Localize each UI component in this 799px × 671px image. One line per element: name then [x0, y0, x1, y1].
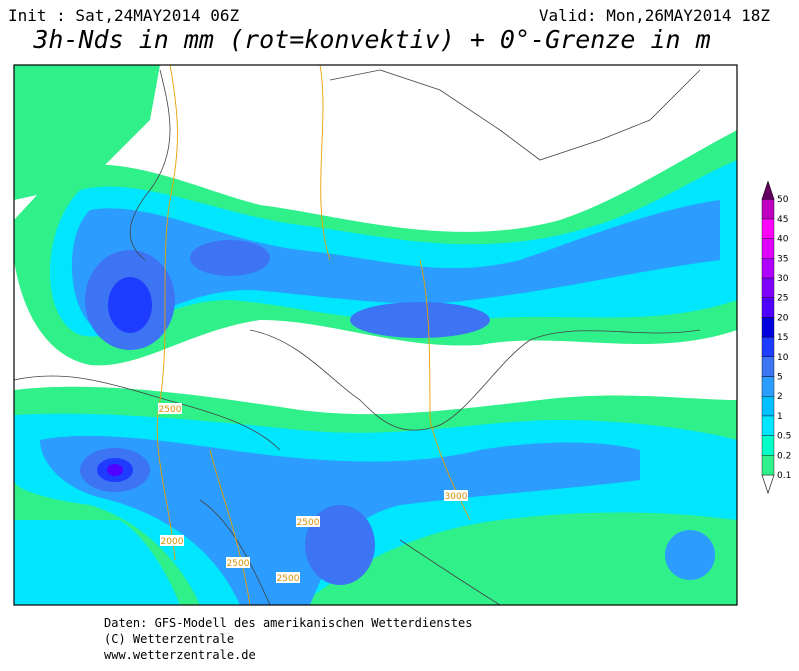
colorbar-swatch	[761, 336, 775, 358]
contour-label: 2500	[277, 574, 300, 584]
colorbar-label: 20	[777, 313, 789, 323]
footer-line: (C) Wetterzentrale	[104, 632, 234, 646]
contour-label: 2500	[159, 405, 182, 415]
colorbar-swatch	[761, 415, 775, 436]
colorbar-label: 0.2	[777, 451, 791, 461]
colorbar-swatch	[761, 435, 775, 456]
colorbar-swatch	[761, 317, 775, 338]
colorbar-label: 5	[777, 373, 783, 383]
colorbar-label: 25	[777, 294, 788, 304]
map-title: 3h-Nds in mm (rot=konvektiv) + 0°-Grenze…	[32, 25, 710, 54]
colorbar-label: 35	[777, 254, 788, 264]
colorbar-swatch	[761, 297, 775, 318]
contour-label-bg	[296, 516, 320, 527]
colorbar-end	[761, 180, 775, 200]
colorbar-swatch	[761, 218, 775, 239]
colorbar-swatch	[761, 258, 775, 279]
contour-label-bg	[444, 490, 468, 501]
colorbar-label: 2	[777, 392, 783, 402]
map-area	[14, 65, 737, 605]
colorbar-swatch	[761, 238, 775, 259]
contour-label: 2000	[161, 537, 184, 547]
footer-line: www.wetterzentrale.de	[104, 648, 256, 662]
contour-label: 2500	[227, 559, 250, 569]
colorbar-label: 40	[777, 235, 789, 245]
colorbar-label: 1	[777, 412, 783, 422]
coastlines	[14, 69, 701, 605]
map-frame	[13, 64, 738, 606]
precip-field	[14, 65, 737, 605]
colorbar-swatch	[761, 277, 775, 298]
colorbar-label: 0.5	[777, 432, 791, 442]
colorbar-swatch	[761, 198, 775, 220]
contour-labels: 2500 2000 2500 2500 2500 3000	[158, 403, 468, 584]
colorbar-label: 50	[777, 195, 789, 205]
contour-label-bg	[276, 572, 300, 583]
colorbar-swatch	[761, 356, 775, 377]
footer-line: Daten: GFS-Modell des amerikanischen Wet…	[104, 616, 472, 630]
colorbar-swatch	[761, 455, 775, 476]
colorbar-label: 0.1	[777, 471, 791, 481]
colorbar-swatch	[761, 376, 775, 397]
colorbar-label: 15	[777, 333, 788, 343]
contour-label: 2500	[297, 518, 320, 528]
contour-label-bg	[160, 535, 184, 546]
contour-label: 3000	[445, 492, 468, 502]
colorbar-end	[761, 474, 775, 494]
valid-time: Valid: Mon,26MAY2014 18Z	[539, 6, 771, 25]
colorbar-label: 10	[777, 353, 789, 363]
contour-label-bg	[158, 403, 182, 414]
colorbar-label: 30	[777, 274, 789, 284]
init-time: Init : Sat,24MAY2014 06Z	[8, 6, 240, 25]
colorbar-swatch	[761, 396, 775, 417]
colorbar-label: 45	[777, 215, 788, 225]
contour-label-bg	[226, 557, 250, 568]
